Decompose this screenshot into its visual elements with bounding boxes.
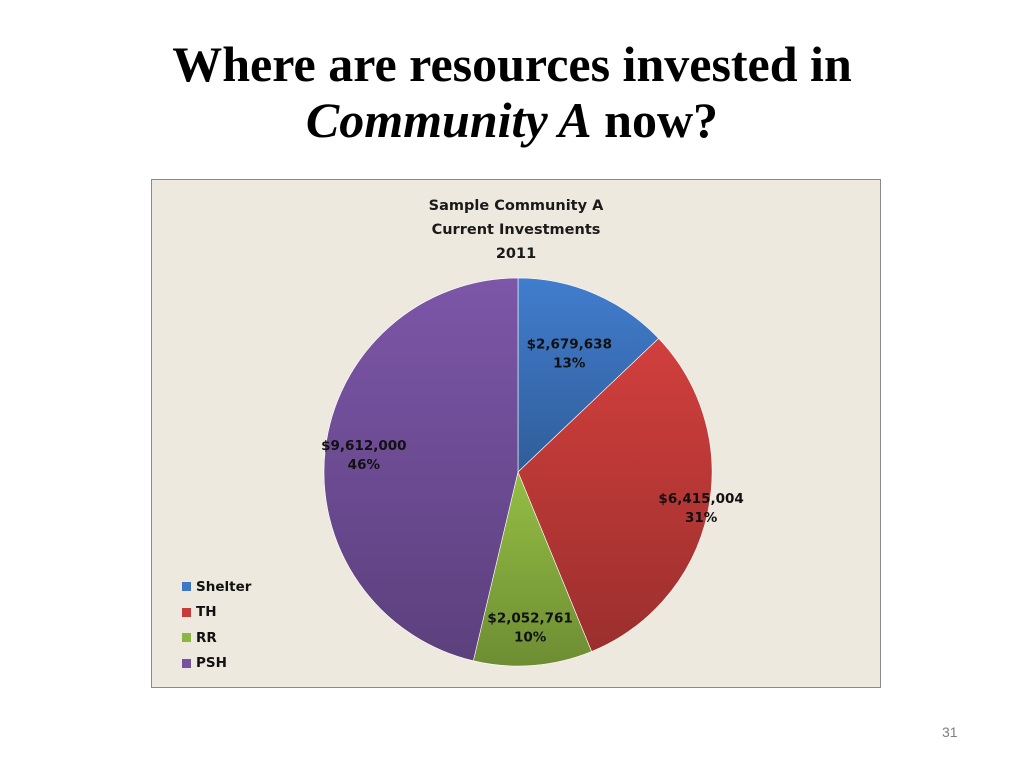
- slice-percent-label-rr: 10%: [514, 630, 547, 646]
- legend-label: PSH: [196, 655, 227, 672]
- legend-swatch: [182, 607, 191, 617]
- legend-label: RR: [196, 629, 217, 646]
- slice-percent-label-psh: 46%: [348, 457, 381, 473]
- chart-area: $2,679,638 13% $6,415,004 31% $2,052,761 10% $…: [151, 179, 881, 688]
- slice-value-label-shelter: $2,679,638: [527, 337, 612, 353]
- legend-item-shelter: Shelter: [182, 574, 251, 600]
- chart-title: Sample Community A Current Investments 2…: [428, 198, 604, 262]
- slide-title-rest: now?: [604, 92, 719, 148]
- slice-value-label-rr: $2,052,761: [487, 611, 572, 627]
- legend-label: Shelter: [196, 578, 252, 595]
- slide-title-italic: Community A: [305, 92, 592, 148]
- legend-item-th: TH: [182, 600, 251, 626]
- slide-title: Where are resources invested in Communit…: [0, 36, 1024, 148]
- legend-swatch: [182, 582, 191, 592]
- pie-chart: $2,679,638 13% $6,415,004 31% $2,052,761 10% $…: [321, 277, 744, 667]
- chart-legend: Shelter TH RR PSH: [182, 574, 251, 676]
- slice-value-label-psh: $9,612,000: [321, 438, 406, 454]
- legend-swatch: [182, 658, 191, 668]
- pie-slice-rr: [472, 471, 592, 667]
- pie-slice-shelter: [517, 277, 660, 473]
- slide-title-line-1: Where are resources invested in: [172, 36, 852, 92]
- legend-item-psh: PSH: [182, 651, 251, 677]
- slice-value-label-th: $6,415,004: [658, 491, 743, 507]
- legend-item-rr: RR: [182, 625, 251, 651]
- pie-slice-th: [517, 337, 713, 652]
- legend-label: TH: [196, 604, 217, 621]
- slice-percent-label-th: 31%: [685, 510, 718, 526]
- slice-percent-label-shelter: 13%: [553, 356, 586, 372]
- legend-swatch: [182, 633, 191, 643]
- pie-slice-psh: [323, 277, 519, 662]
- slide-title-line-2: Community A now?: [0, 92, 1024, 148]
- page-number: 31: [942, 724, 958, 740]
